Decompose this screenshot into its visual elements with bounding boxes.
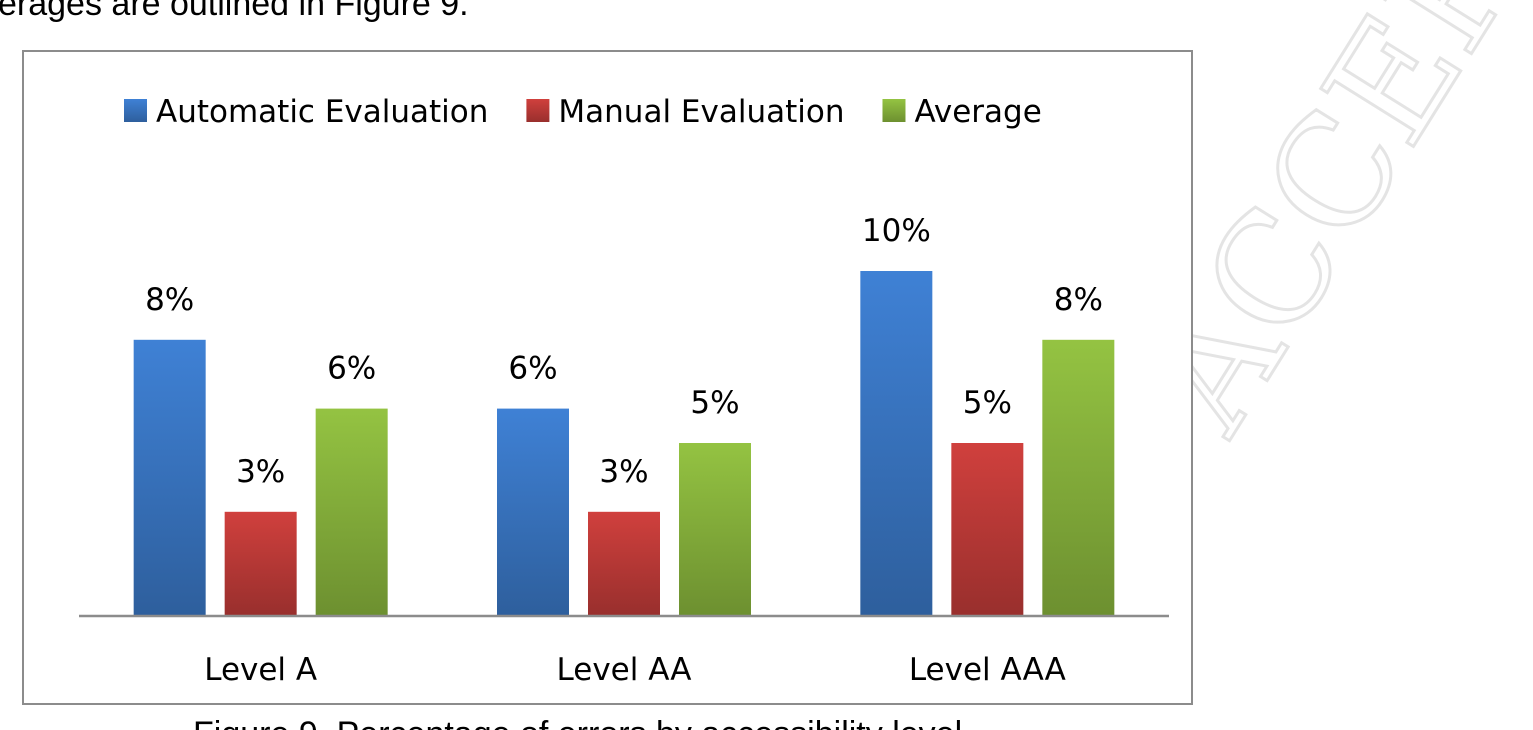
legend: Automatic Evaluation Manual Evaluation Ave… bbox=[124, 94, 1042, 130]
bar-manual-evaluation-level-a bbox=[224, 511, 297, 615]
watermark-graphic: ACCEPTED MANUSCRIPT bbox=[1111, 0, 1533, 461]
bar-automatic-evaluation-level-a bbox=[133, 339, 206, 615]
x-tick-label-level-aaa: Level AAA bbox=[909, 652, 1066, 688]
legend-label-automatic-evaluation: Automatic Evaluation bbox=[156, 94, 488, 130]
bar-automatic-evaluation-level-aaa bbox=[860, 271, 933, 615]
legend-label-manual-evaluation: Manual Evaluation bbox=[558, 94, 844, 130]
data-label-manual-evaluation-level-aaa: 5% bbox=[963, 385, 1012, 421]
figure-caption: Figure 9. Percentage of errors by access… bbox=[193, 712, 962, 730]
bar-average-level-aaa bbox=[1042, 339, 1115, 615]
legend-label-average: Average bbox=[914, 94, 1041, 130]
x-axis-tick-labels: Level A Level AA Level AAA bbox=[204, 652, 1066, 688]
data-label-manual-evaluation-level-aa: 3% bbox=[599, 454, 648, 490]
bars bbox=[133, 271, 1115, 615]
legend-swatch-average bbox=[882, 99, 906, 122]
chart-frame: Automatic Evaluation Manual Evaluation Ave… bbox=[22, 50, 1193, 705]
data-labels: 8% 3% 6% 6% 3% 5% 10% 5% 8% bbox=[145, 213, 1103, 490]
bar-chart: Automatic Evaluation Manual Evaluation Ave… bbox=[79, 94, 1169, 688]
bar-average-level-a bbox=[315, 408, 388, 615]
data-label-manual-evaluation-level-a: 3% bbox=[236, 454, 285, 490]
bar-manual-evaluation-level-aa bbox=[588, 511, 660, 615]
legend-swatch-automatic-evaluation bbox=[124, 99, 147, 122]
watermark: ACCEPTED MANUSCRIPT bbox=[1111, 0, 1533, 490]
bar-manual-evaluation-level-aaa bbox=[951, 443, 1024, 615]
data-label-automatic-evaluation-level-a: 8% bbox=[145, 282, 194, 318]
bar-automatic-evaluation-level-aa bbox=[497, 408, 569, 615]
x-tick-label-level-aa: Level AA bbox=[557, 652, 692, 688]
legend-swatch-manual-evaluation bbox=[526, 99, 550, 122]
data-label-average-level-aa: 5% bbox=[690, 385, 739, 421]
watermark-text: ACCEPTED MANUSCRIPT bbox=[1170, 0, 1533, 460]
data-label-average-level-a: 6% bbox=[327, 351, 376, 387]
data-label-automatic-evaluation-level-aa: 6% bbox=[508, 351, 557, 387]
intro-text: erages are outlined in Figure 9. bbox=[0, 0, 469, 23]
x-tick-label-level-a: Level A bbox=[204, 652, 317, 688]
data-label-average-level-aaa: 8% bbox=[1054, 282, 1103, 318]
bar-average-level-aa bbox=[679, 443, 751, 615]
data-label-automatic-evaluation-level-aaa: 10% bbox=[862, 213, 931, 249]
